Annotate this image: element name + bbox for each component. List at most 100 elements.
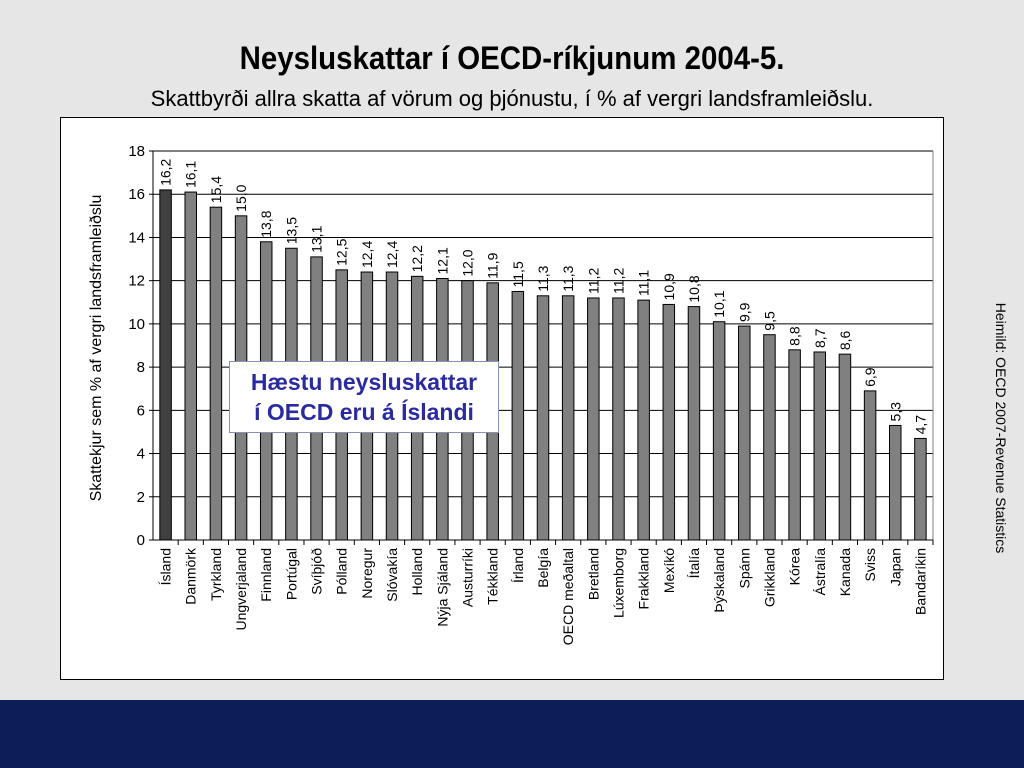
- x-tick-label: Sviss: [862, 548, 878, 581]
- bar: [209, 206, 223, 541]
- bar: [587, 297, 600, 541]
- bar: [863, 390, 877, 541]
- value-label: 9,9: [736, 302, 752, 322]
- x-tick-label: Spánn: [736, 548, 752, 588]
- value-label: 16,2: [158, 158, 174, 185]
- x-tick-label: Pólland: [334, 548, 350, 595]
- x-tick-label: Bretland: [585, 548, 601, 600]
- callout-box: Hæstu neysluskattar í OECD eru á Íslandi: [229, 361, 499, 433]
- bar: [838, 353, 852, 541]
- bar: [612, 297, 625, 541]
- value-label: 8,7: [812, 328, 828, 348]
- x-tick-label: Belgía: [535, 548, 551, 588]
- value-label: 5,3: [887, 402, 903, 422]
- x-tick-label: Finnland: [258, 548, 274, 602]
- bar: [914, 437, 927, 541]
- y-tick-label: 2: [137, 489, 145, 506]
- x-tick-label: OECD meðaltal: [560, 548, 576, 645]
- value-label: 9,5: [761, 311, 777, 331]
- bar: [561, 295, 575, 541]
- bar: [511, 290, 525, 541]
- value-label: 13,8: [258, 210, 274, 237]
- x-tick-label: Ungverjaland: [233, 548, 249, 631]
- page-subtitle: Skattbyrði allra skatta af vörum og þjón…: [150, 86, 874, 111]
- y-tick-label: 16: [128, 186, 145, 203]
- bar: [763, 334, 776, 541]
- value-label: 6,9: [862, 367, 878, 387]
- value-label: 12,4: [384, 241, 400, 268]
- bar: [712, 321, 726, 541]
- y-tick-label: 14: [128, 229, 145, 246]
- bar: [159, 189, 172, 541]
- x-tick-label: Ástralía: [812, 548, 828, 596]
- x-tick-label: Mexíkó: [661, 548, 677, 593]
- x-tick-label: Austurríki: [460, 548, 476, 607]
- value-label: 8,8: [787, 326, 803, 346]
- value-label: 11,5: [510, 261, 526, 287]
- x-tick-label: Japan: [887, 548, 903, 586]
- y-tick-label: 12: [128, 273, 145, 290]
- value-label: 12,1: [434, 247, 450, 274]
- x-tick-label: Holland: [409, 548, 425, 595]
- x-tick-label: Portúgal: [283, 548, 299, 600]
- value-label: 10,1: [711, 290, 727, 317]
- x-tick-label: Grikkland: [761, 548, 777, 607]
- x-tick-label: Þýskaland: [711, 548, 727, 613]
- page-title: Neysluskattar í OECD-ríkjunum 2004-5.: [239, 40, 785, 76]
- source-note: Heimild: OECD 2007-Revenue Statistics: [993, 302, 1009, 554]
- footer-band: [0, 700, 1024, 768]
- bar: [184, 191, 197, 541]
- x-tick-label: Svíþjóð: [309, 548, 325, 595]
- x-tick-label: Ísland: [158, 548, 174, 585]
- x-tick-label: Noregur: [359, 548, 375, 599]
- x-tick-label: Kanada: [837, 548, 853, 596]
- bar: [662, 303, 676, 541]
- value-label: 10,9: [661, 273, 677, 300]
- value-label: 11,3: [535, 265, 551, 291]
- bar: [687, 306, 701, 541]
- y-tick-label: 18: [128, 143, 145, 160]
- value-label: 16,1: [183, 161, 199, 188]
- value-label: 4,7: [912, 415, 928, 435]
- axes: [149, 150, 934, 545]
- value-label: 12,2: [409, 245, 425, 272]
- bar: [536, 295, 550, 541]
- x-tick-label: Kórea: [787, 548, 803, 586]
- value-label: 11,2: [610, 268, 626, 294]
- value-label: 15,4: [208, 176, 224, 203]
- x-tick-label: Írland: [510, 548, 526, 583]
- value-label: 15,0: [233, 184, 249, 211]
- x-tick-label: Danmörk: [183, 547, 199, 605]
- x-tick-label: Slóvakía: [384, 548, 400, 602]
- callout-line-2: í OECD eru á Íslandi: [254, 399, 474, 425]
- value-labels: 16,2 16,1 15,4 15,0 13,8 13,5 13,1 12,5 12,4 12,4…: [158, 158, 929, 434]
- x-tick-label: Ítalía: [686, 548, 702, 579]
- value-label: 12,0: [460, 249, 476, 276]
- x-tick-label: Frakkland: [636, 548, 652, 609]
- bar: [889, 424, 902, 541]
- bar-chart: 0 2 4 6 8 10 12 14 16 18 16,2 16,1 15,4 15,0 13,8 13,5…: [88, 143, 934, 645]
- callout-line-1: Hæstu neysluskattar: [250, 369, 478, 395]
- value-label: 11,3: [560, 265, 576, 291]
- y-tick-labels: 0 2 4 6 8 10 12 14 16 18: [128, 143, 145, 549]
- x-tick-label: Tékkland: [485, 548, 501, 605]
- value-label: 13,1: [309, 225, 325, 252]
- bar: [637, 299, 650, 541]
- value-label: 11,1: [636, 270, 652, 296]
- bar: [788, 349, 801, 541]
- y-tick-label: 0: [137, 532, 145, 549]
- y-tick-label: 8: [137, 359, 145, 376]
- value-label: 11,2: [585, 268, 601, 294]
- y-tick-label: 4: [137, 446, 145, 463]
- y-axis-label: Skattekjur sem % af vergri landsframleið…: [88, 195, 105, 502]
- x-tick-label: Tyrkland: [208, 548, 224, 601]
- value-label: 13,5: [283, 217, 299, 244]
- value-label: 8,6: [837, 330, 853, 350]
- bar: [738, 325, 751, 541]
- value-label: 10,8: [686, 275, 702, 302]
- x-tick-labels: Ísland Danmörk Tyrkland Ungverjaland Finnlan…: [158, 547, 929, 645]
- bar: [813, 351, 827, 541]
- y-tick-label: 10: [128, 316, 145, 333]
- x-tick-label: Lúxemborg: [610, 548, 626, 618]
- value-label: 11,9: [485, 252, 501, 278]
